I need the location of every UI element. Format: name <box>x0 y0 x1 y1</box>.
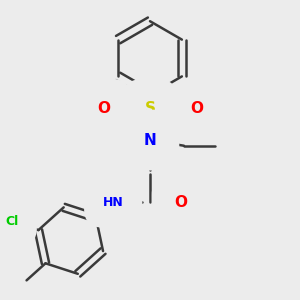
Text: O: O <box>97 101 110 116</box>
Text: N: N <box>144 133 156 148</box>
Text: O: O <box>190 101 203 116</box>
Text: HN: HN <box>103 196 124 209</box>
Text: Cl: Cl <box>5 215 18 228</box>
Text: O: O <box>175 195 188 210</box>
Text: S: S <box>145 101 155 116</box>
